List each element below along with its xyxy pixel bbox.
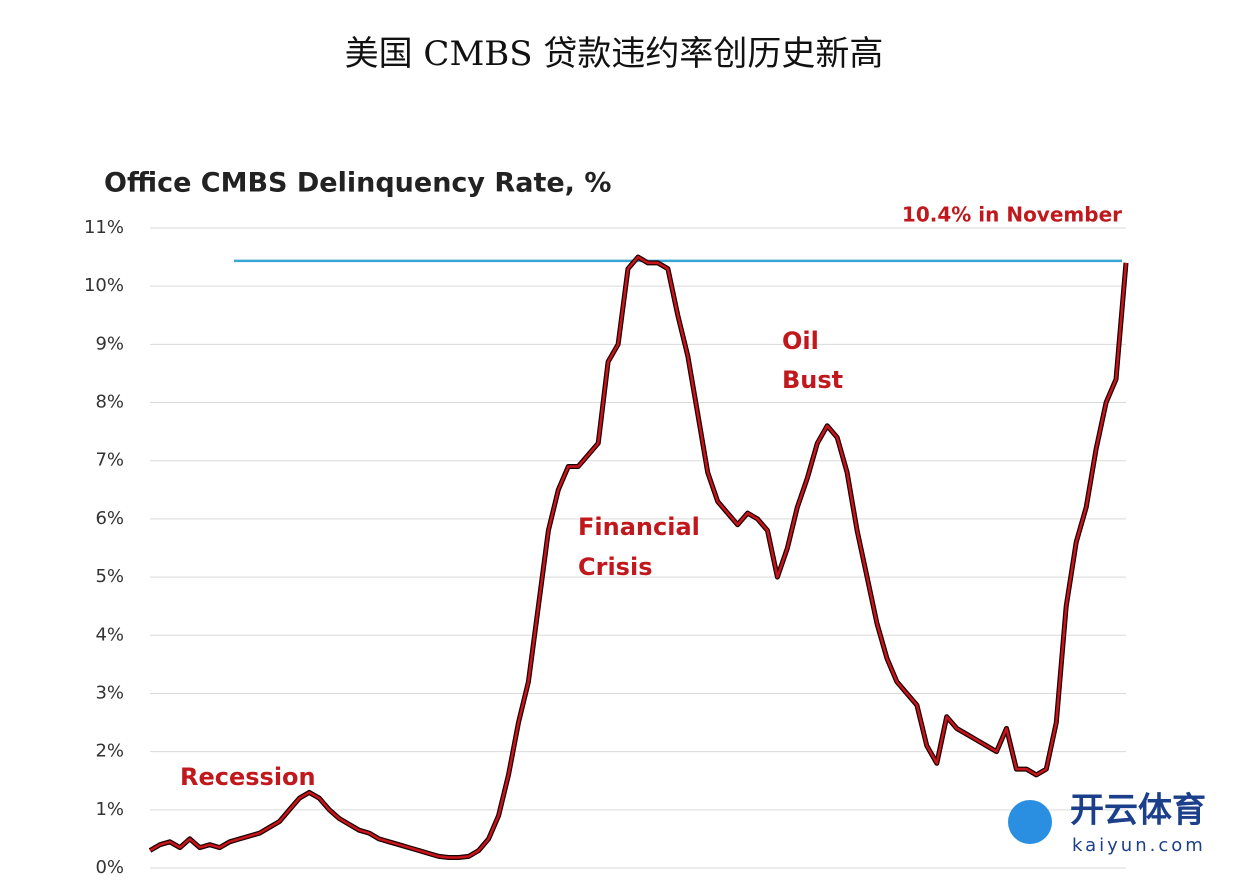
data-line [149, 255, 1128, 859]
annotation: Recession [180, 763, 316, 791]
y-tick-label: 7% [95, 450, 124, 471]
chart-title: 美国 CMBS 贷款违约率创历史新高 [345, 34, 884, 74]
y-tick-label: 0% [95, 857, 124, 878]
y-tick-label: 4% [95, 624, 124, 645]
y-tick-label: 6% [95, 508, 124, 529]
annotation: Oil [782, 327, 819, 355]
y-tick-label: 3% [95, 682, 124, 703]
y-tick-label: 11% [84, 217, 124, 238]
y-tick-label: 2% [95, 741, 124, 762]
y-tick-label: 8% [95, 392, 124, 413]
y-tick-label: 10% [84, 275, 124, 296]
watermark-text: 开云体育 [1070, 791, 1206, 831]
annotation: Bust [782, 366, 843, 394]
watermark-text: kaiyun.com [1072, 835, 1206, 856]
annotation: Financial [578, 513, 700, 541]
annotation: Crisis [578, 553, 652, 581]
reference-label: 10.4% in November [902, 203, 1122, 227]
y-tick-label: 1% [95, 799, 124, 820]
y-tick-label: 9% [95, 333, 124, 354]
watermark-logo [1008, 800, 1052, 844]
y-tick-label: 5% [95, 566, 124, 587]
chart-subtitle: Office CMBS Delinquency Rate, % [104, 168, 611, 199]
